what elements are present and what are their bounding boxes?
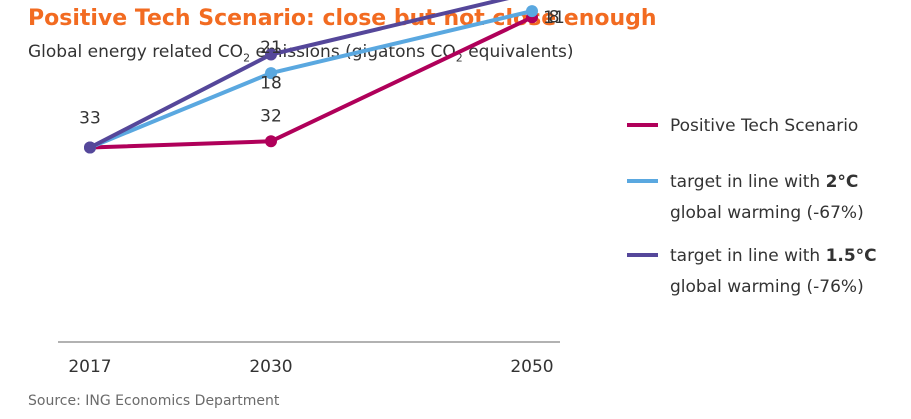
legend-label: Positive Tech Scenario xyxy=(670,116,858,136)
x-tick-label: 2050 xyxy=(510,357,553,377)
legend-label: target in line with 2°C xyxy=(670,172,858,192)
legend-label: target in line with 1.5°C xyxy=(670,246,877,266)
x-tick-label: 2030 xyxy=(249,357,292,377)
series-line xyxy=(88,9,534,150)
series-line xyxy=(88,0,510,150)
data-point xyxy=(526,5,538,18)
data-label: 8 xyxy=(549,8,560,28)
chart-title: Positive Tech Scenario: close but not cl… xyxy=(28,6,657,31)
data-label: 11 xyxy=(543,8,565,28)
data-label: 18 xyxy=(260,74,282,94)
data-point xyxy=(84,141,96,154)
data-label: 21 xyxy=(260,38,282,58)
data-label: 12 xyxy=(541,0,563,2)
source-note: Source: ING Economics Department xyxy=(28,393,280,409)
legend-label: global warming (-76%) xyxy=(670,277,864,297)
data-point xyxy=(265,67,277,80)
data-point xyxy=(265,48,277,61)
data-point xyxy=(265,135,277,148)
legend-label: global warming (-67%) xyxy=(670,203,864,223)
x-tick-label: 2017 xyxy=(68,357,111,377)
series-line xyxy=(88,15,534,150)
data-label: 33 xyxy=(79,109,101,129)
data-label: 32 xyxy=(260,106,282,126)
